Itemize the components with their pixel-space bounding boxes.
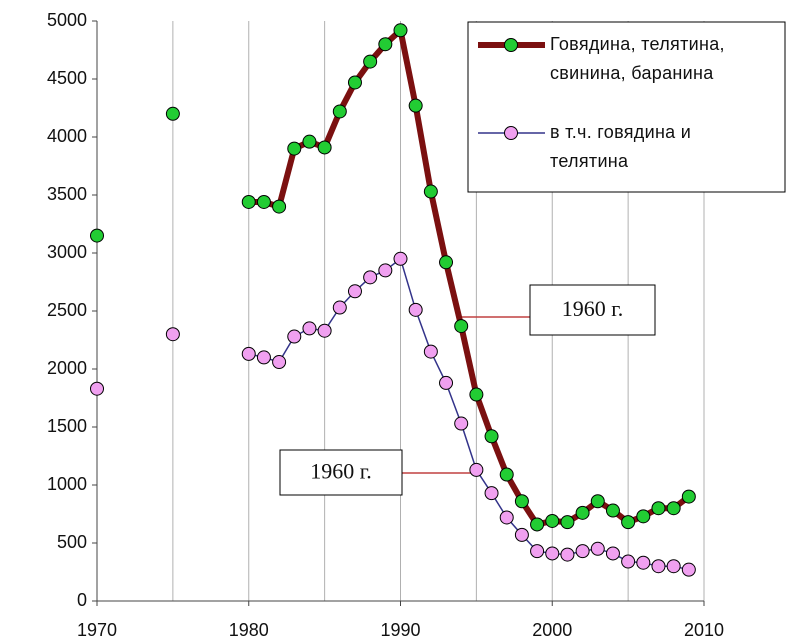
data-point: [241, 194, 256, 209]
y-tick-label: 4000: [47, 126, 87, 146]
data-point: [560, 547, 575, 562]
x-tick-label: 2000: [532, 620, 572, 640]
data-point: [287, 141, 302, 156]
data-point: [530, 544, 545, 559]
data-point: [636, 509, 651, 524]
x-tick-label: 1990: [380, 620, 420, 640]
annotation-box: [279, 449, 403, 496]
data-point: [363, 270, 378, 285]
data-point: [408, 302, 423, 317]
data-point: [621, 515, 636, 530]
data-point: [499, 467, 514, 482]
data-point: [332, 300, 347, 315]
data-point: [666, 559, 681, 574]
y-tick-label: 4500: [47, 68, 87, 88]
annotation-box: [529, 284, 656, 336]
data-point: [90, 381, 104, 396]
data-point: [439, 255, 454, 270]
data-point: [575, 505, 590, 520]
data-point: [651, 559, 666, 574]
legend-marker: [504, 126, 518, 140]
data-point: [636, 555, 651, 570]
data-point: [378, 263, 393, 278]
data-point: [272, 355, 287, 370]
data-point: [165, 106, 180, 121]
data-point: [363, 54, 378, 69]
data-point: [408, 98, 423, 113]
data-point: [681, 489, 696, 504]
data-point: [302, 321, 317, 336]
data-point: [454, 319, 469, 334]
data-point: [499, 510, 514, 525]
y-tick-label: 3500: [47, 184, 87, 204]
data-point: [469, 462, 484, 477]
annotation-text: 1960 г.: [310, 459, 372, 484]
data-point: [272, 199, 287, 214]
data-point: [484, 486, 499, 501]
data-point: [514, 494, 529, 509]
data-point: [317, 323, 332, 338]
data-point: [651, 501, 666, 516]
legend-box: [467, 21, 786, 193]
x-tick-label: 2010: [684, 620, 724, 640]
data-point: [605, 503, 620, 518]
data-point: [287, 329, 302, 344]
data-point: [90, 228, 104, 243]
y-tick-label: 1500: [47, 416, 87, 436]
data-point: [621, 554, 636, 569]
data-point: [317, 140, 332, 155]
data-point: [332, 104, 347, 119]
legend-label: Говядина, телятина, свинина, баранина: [550, 34, 725, 83]
x-tick-label: 1970: [77, 620, 117, 640]
data-point: [439, 375, 454, 390]
data-point: [590, 541, 605, 556]
data-point: [575, 544, 590, 559]
data-point: [545, 546, 560, 561]
data-point: [484, 429, 499, 444]
y-tick-label: 2500: [47, 300, 87, 320]
y-tick-label: 0: [77, 590, 87, 610]
data-point: [302, 134, 317, 149]
data-point: [681, 562, 696, 577]
data-point: [256, 350, 271, 365]
data-point: [423, 184, 438, 199]
x-tick-label: 1980: [229, 620, 269, 640]
data-point: [560, 515, 575, 530]
y-tick-label: 2000: [47, 358, 87, 378]
data-point: [530, 517, 545, 532]
data-point: [469, 387, 484, 402]
data-point: [514, 527, 529, 542]
legend-marker: [504, 38, 518, 52]
data-point: [378, 37, 393, 52]
data-point: [666, 501, 681, 516]
data-point: [256, 194, 271, 209]
y-tick-label: 500: [57, 532, 87, 552]
data-point: [423, 344, 438, 359]
legend-label: в т.ч. говядина и телятина: [550, 122, 692, 171]
data-point: [454, 416, 469, 431]
data-point: [165, 327, 180, 342]
y-tick-label: 1000: [47, 474, 87, 494]
data-point: [241, 346, 256, 361]
y-tick-label: 5000: [47, 10, 87, 30]
y-tick-label: 3000: [47, 242, 87, 262]
data-point: [545, 513, 560, 528]
data-point: [605, 546, 620, 561]
data-point: [590, 494, 605, 509]
data-point: [347, 75, 362, 90]
data-point: [393, 23, 408, 38]
data-point: [347, 284, 362, 299]
data-point: [393, 251, 408, 266]
annotation-text: 1960 г.: [562, 296, 624, 321]
